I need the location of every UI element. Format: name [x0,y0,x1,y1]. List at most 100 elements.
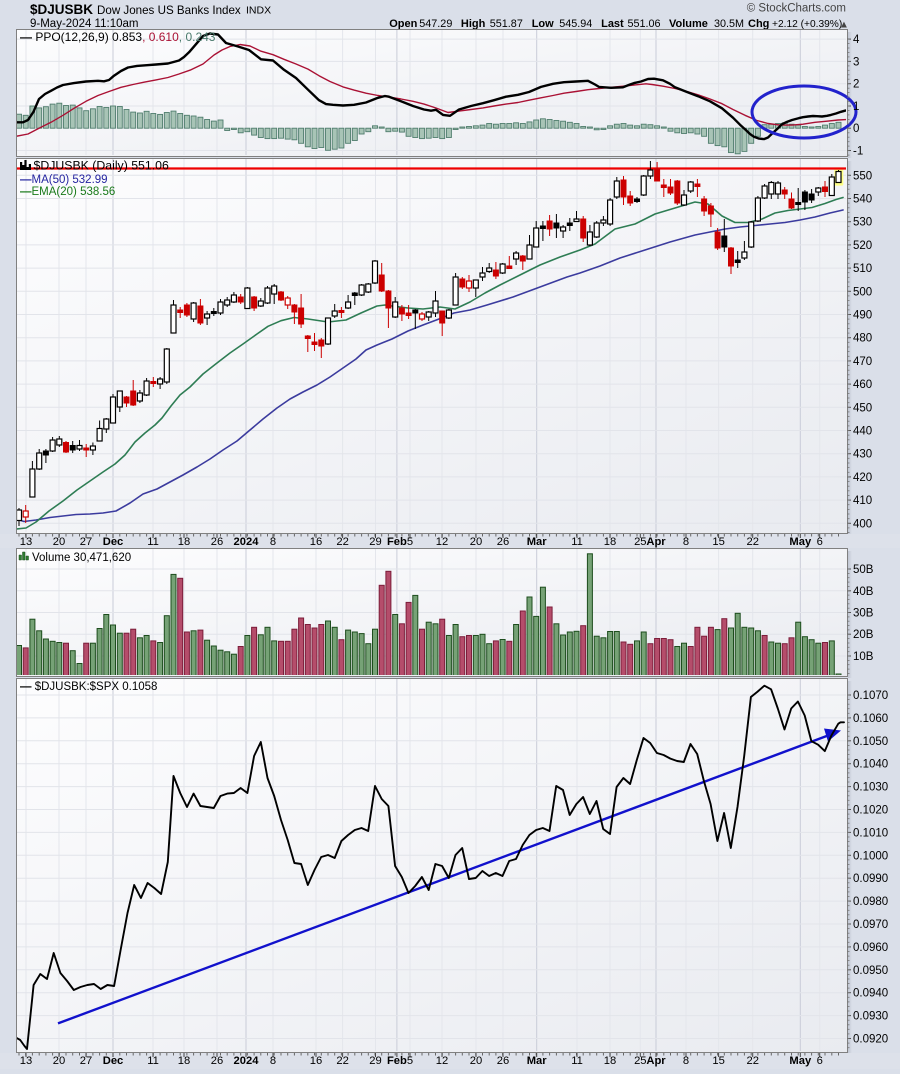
svg-text:547.29: 547.29 [419,18,452,30]
svg-text:Dow Jones US Banks Index: Dow Jones US Banks Index [97,4,241,17]
svg-text:— $DJUSBK:$SPX 0.1058: — $DJUSBK:$SPX 0.1058 [20,681,157,693]
svg-text:420: 420 [853,472,872,484]
svg-text:22: 22 [746,536,758,548]
svg-text:25: 25 [634,1055,646,1067]
svg-text:+2.12 (+0.39%): +2.12 (+0.39%) [772,19,842,30]
svg-text:INDX: INDX [246,5,271,17]
svg-text:Mar: Mar [527,536,548,548]
svg-text:26: 26 [497,1055,509,1067]
svg-text:16: 16 [310,1055,322,1067]
svg-text:470: 470 [853,356,872,368]
svg-text:Apr: Apr [646,536,666,548]
svg-text:0.1060: 0.1060 [853,713,888,725]
svg-text:20: 20 [470,536,482,548]
svg-text:480: 480 [853,333,872,345]
svg-text:Feb: Feb [387,536,407,548]
svg-text:0.1020: 0.1020 [853,805,888,817]
svg-text:500: 500 [853,286,872,298]
svg-text:3: 3 [853,56,859,68]
svg-text:—EMA(20) 538.56: —EMA(20) 538.56 [20,186,115,198]
svg-text:520: 520 [853,240,872,252]
svg-text:0.0930: 0.0930 [853,1011,888,1023]
svg-text:10B: 10B [853,651,874,663]
svg-text:Dec: Dec [103,536,124,548]
svg-text:0.1010: 0.1010 [853,827,888,839]
svg-text:550: 550 [853,170,872,182]
svg-text:1: 1 [853,101,859,113]
svg-text:2: 2 [853,79,859,91]
svg-text:20: 20 [53,536,65,548]
svg-text:18: 18 [604,1055,616,1067]
svg-text:25: 25 [634,536,646,548]
svg-text:Open: Open [389,18,417,30]
svg-text:High: High [461,18,486,30]
svg-text:450: 450 [853,402,872,414]
svg-text:510: 510 [853,263,872,275]
svg-text:▲: ▲ [839,20,849,31]
svg-text:0.0940: 0.0940 [853,988,888,1000]
svg-text:551.06: 551.06 [628,18,661,30]
svg-text:Volume: Volume [669,18,708,30]
svg-text:30.5M: 30.5M [714,18,744,30]
svg-text:12: 12 [436,536,448,548]
svg-text:8: 8 [270,1055,276,1067]
svg-text:13: 13 [20,1055,32,1067]
svg-text:0.0970: 0.0970 [853,919,888,931]
svg-text:0.1070: 0.1070 [853,690,888,702]
svg-text:© StockCharts.com: © StockCharts.com [747,3,846,15]
svg-text:11: 11 [147,536,159,548]
svg-text:May: May [789,1055,812,1067]
svg-text:0.1050: 0.1050 [853,736,888,748]
svg-text:27: 27 [80,1055,92,1067]
svg-text:-1: -1 [853,146,863,158]
svg-text:8: 8 [683,1055,689,1067]
svg-text:29: 29 [369,536,381,548]
svg-text:5: 5 [407,1055,413,1067]
svg-text:0.1000: 0.1000 [853,850,888,862]
svg-text:440: 440 [853,426,872,438]
svg-text:Mar: Mar [527,1055,548,1067]
svg-text:2024: 2024 [234,1055,260,1067]
svg-text:530: 530 [853,217,872,229]
svg-text:0.0960: 0.0960 [853,942,888,954]
svg-text:11: 11 [147,1055,159,1067]
svg-text:12: 12 [436,1055,448,1067]
svg-text:410: 410 [853,495,872,507]
svg-text:Volume 30,471,620: Volume 30,471,620 [32,552,131,564]
svg-text:5: 5 [407,536,413,548]
svg-text:20B: 20B [853,629,874,641]
svg-text:16: 16 [310,536,322,548]
svg-text:$DJUSBK: $DJUSBK [30,2,93,17]
svg-text:490: 490 [853,310,872,322]
svg-text:Chg: Chg [748,18,769,30]
svg-text:8: 8 [270,536,276,548]
svg-text:—MA(50) 532.99: —MA(50) 532.99 [20,174,108,186]
svg-text:40B: 40B [853,586,874,598]
svg-text:400: 400 [853,518,872,530]
svg-text:30B: 30B [853,608,874,620]
svg-text:26: 26 [211,536,223,548]
svg-text:50B: 50B [853,564,874,576]
svg-text:Feb: Feb [387,1055,407,1067]
svg-text:0: 0 [853,123,859,135]
svg-text:0.0950: 0.0950 [853,965,888,977]
svg-text:Dec: Dec [103,1055,124,1067]
svg-text:4: 4 [853,34,860,46]
svg-text:15: 15 [712,1055,724,1067]
svg-text:Low: Low [532,18,554,30]
svg-text:0.0980: 0.0980 [853,896,888,908]
svg-text:0.0990: 0.0990 [853,873,888,885]
svg-text:540: 540 [853,194,872,206]
svg-text:9-May-2024 11:10am: 9-May-2024 11:10am [30,18,138,30]
svg-text:27: 27 [80,536,92,548]
svg-text:18: 18 [604,536,616,548]
svg-text:18: 18 [178,536,190,548]
svg-text:Apr: Apr [646,1055,666,1067]
svg-text:Last: Last [601,18,624,30]
svg-text:26: 26 [211,1055,223,1067]
svg-text:11: 11 [571,1055,583,1067]
svg-text:22: 22 [746,1055,758,1067]
svg-text:22: 22 [336,536,348,548]
svg-text:6: 6 [817,1055,823,1067]
svg-text:6: 6 [817,536,823,548]
